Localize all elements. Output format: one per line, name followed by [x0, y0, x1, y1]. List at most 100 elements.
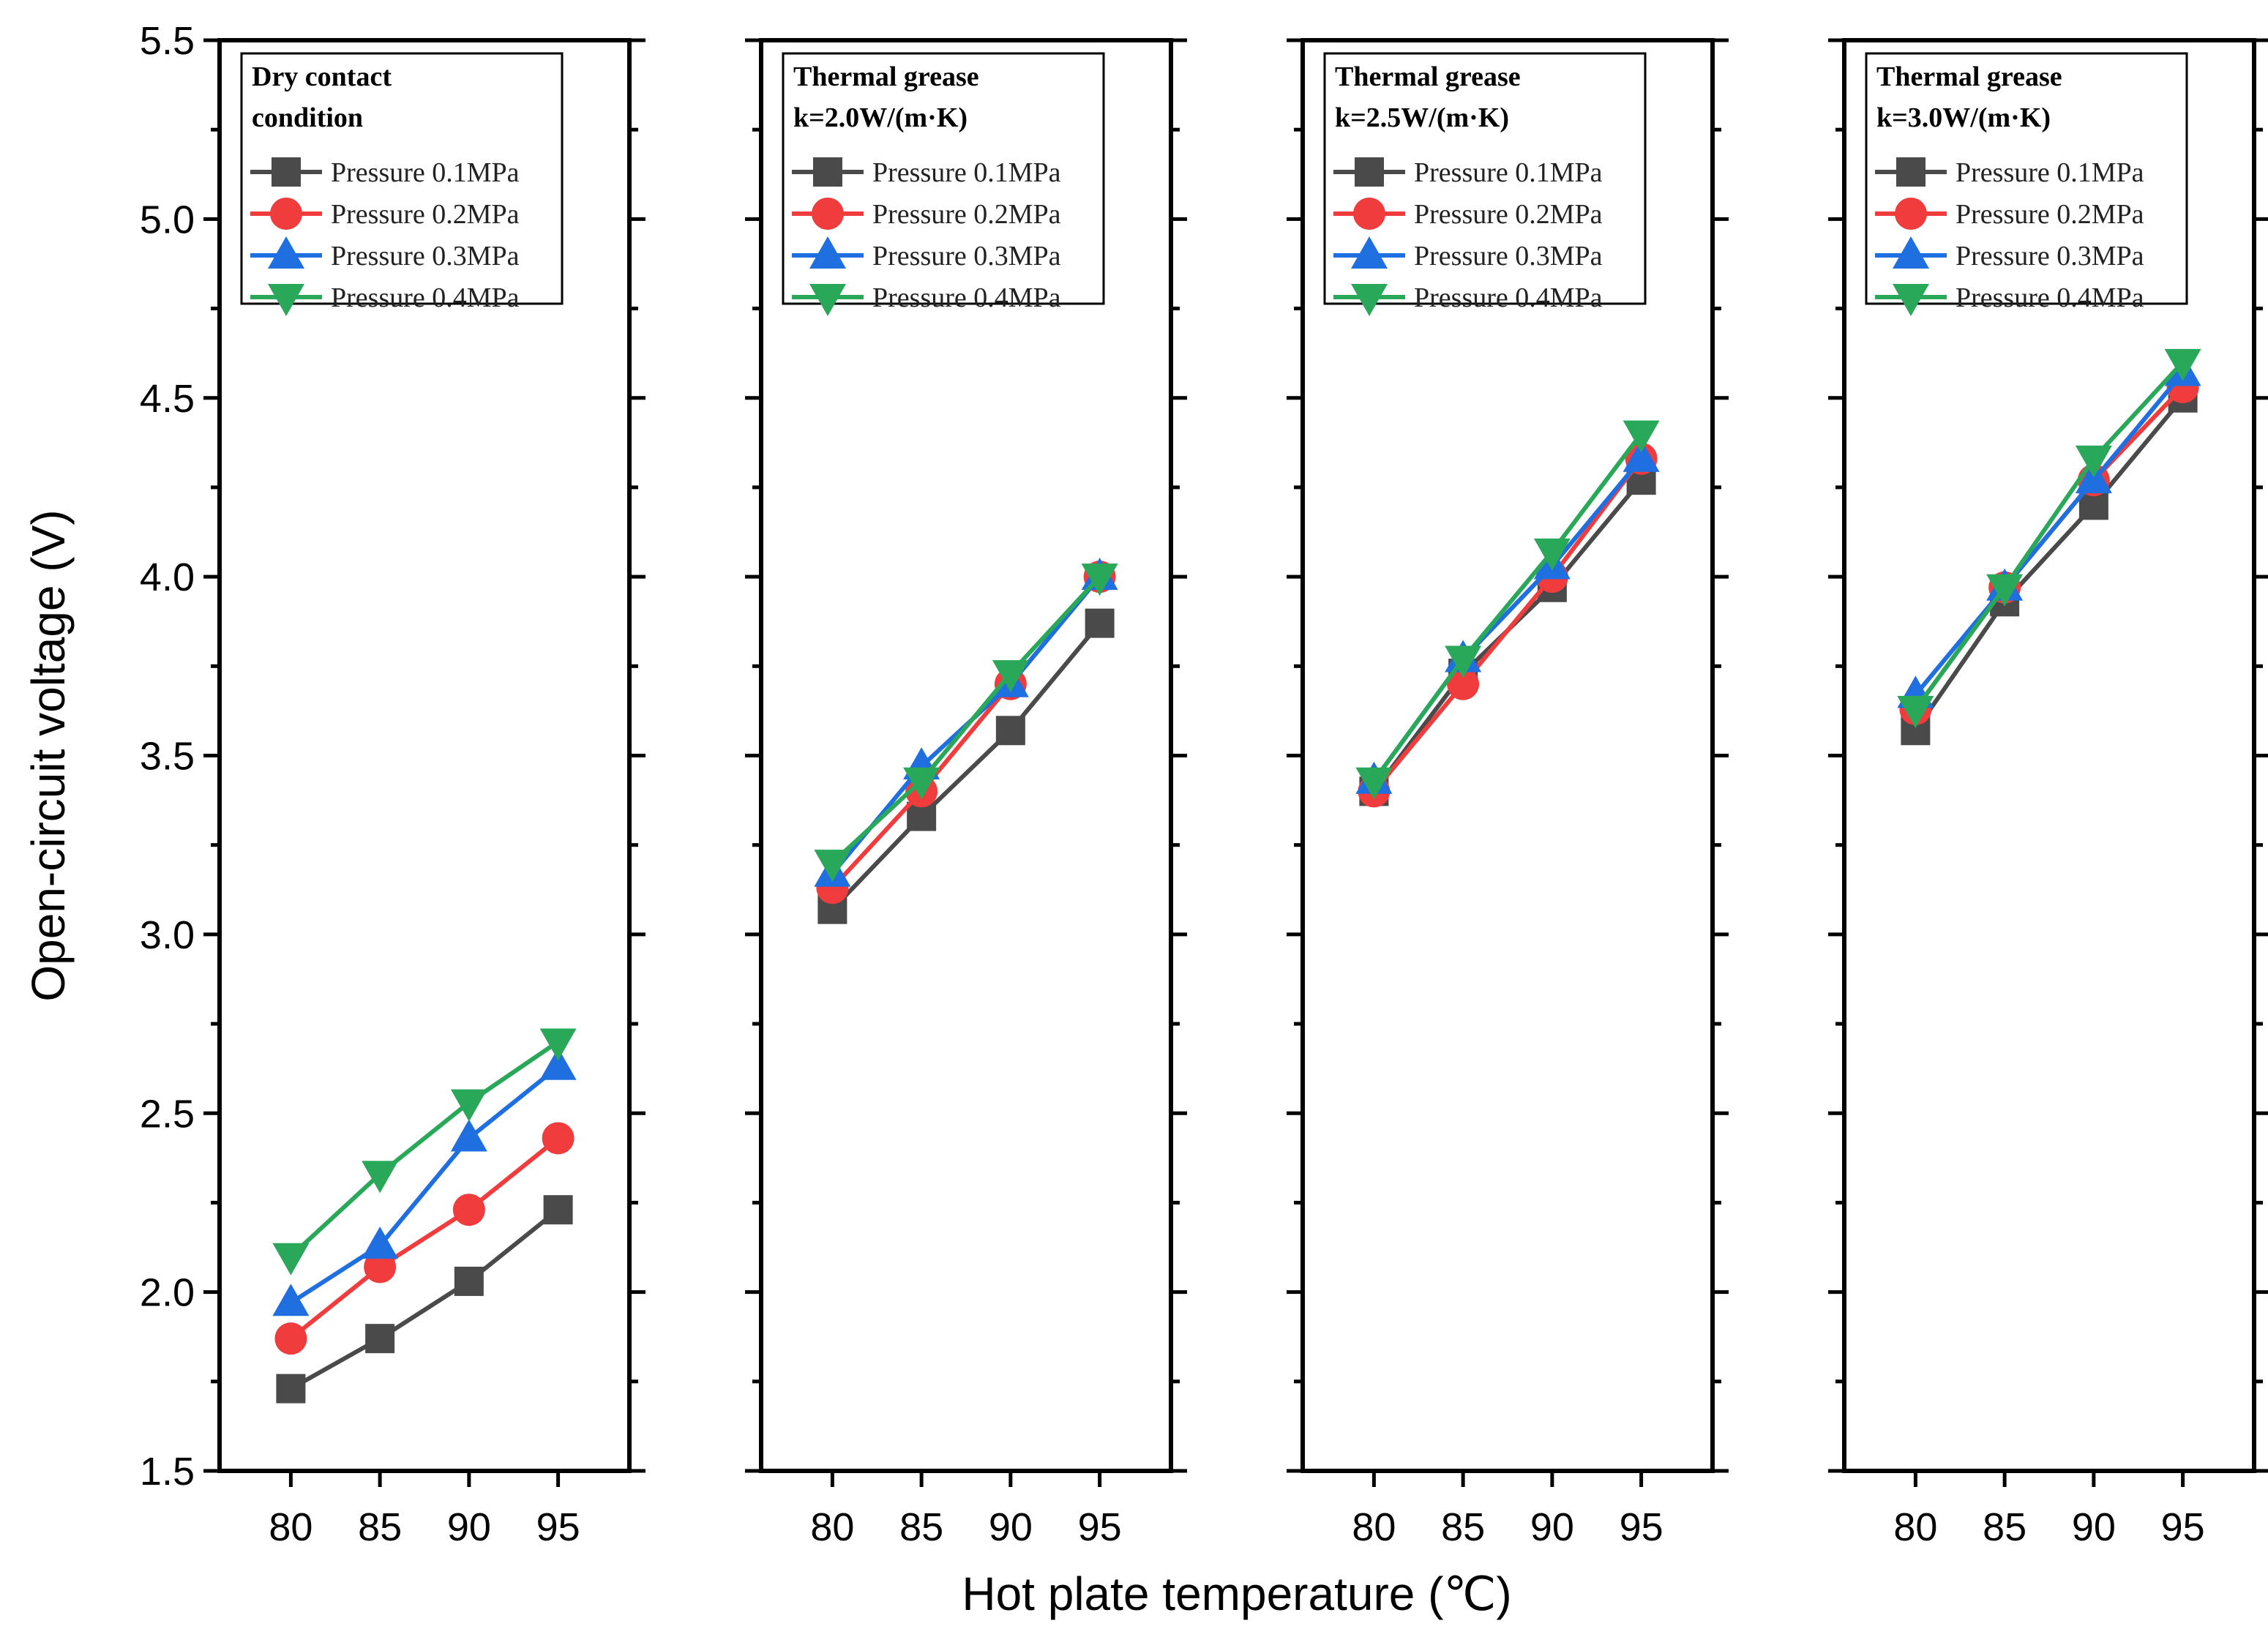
legend-marker [270, 198, 302, 230]
legend-label: Pressure 0.3MPa [872, 241, 1061, 271]
panel-4: 80 85 90 95 Thermal grease k=3.0W/(m·K) Pressu… [1828, 38, 2268, 1549]
data-point [1623, 439, 1660, 472]
series-line [831, 575, 1101, 865]
data-point [276, 1374, 306, 1404]
x-tick-label: 90 [989, 1505, 1033, 1549]
x-tick-label: 80 [1893, 1505, 1937, 1549]
series-line [289, 1207, 560, 1391]
legend: Thermal grease k=2.0W/(m·K) Pressure 0.1MP… [782, 52, 1105, 316]
legend-label: Pressure 0.1MPa [872, 157, 1061, 188]
series-square [276, 1195, 573, 1404]
data-point [1986, 574, 2024, 607]
series-triangle-up [1897, 353, 2201, 708]
x-tick-label: 85 [899, 1505, 943, 1549]
data-point [364, 1251, 397, 1284]
data-point [539, 1028, 577, 1061]
panel-3: 80 85 90 95 Thermal grease k=2.5W/(m·K) Pressu… [1287, 38, 1729, 1549]
x-tick-label: 85 [1441, 1505, 1485, 1549]
legend-label: Pressure 0.3MPa [1414, 241, 1603, 271]
y-axis-title: Open-circuit voltage (V) [22, 509, 75, 1001]
legend-label: Pressure 0.3MPa [1956, 241, 2144, 271]
legend-label: Pressure 0.2MPa [1956, 199, 2144, 230]
legend: Dry contact condition Pressure 0.1MPa Press… [240, 52, 564, 316]
legend-label: Pressure 0.2MPa [1414, 199, 1603, 230]
series-square [1901, 383, 2198, 746]
data-point [1623, 420, 1660, 453]
data-point [2164, 348, 2201, 381]
series-line [1371, 457, 1643, 782]
data-point [814, 850, 851, 883]
legend-label: Pressure 0.2MPa [872, 199, 1061, 230]
data-point [542, 1122, 575, 1155]
y-tick-label: 4.5 [140, 377, 195, 421]
legend-title-line: Thermal grease [793, 61, 979, 92]
data-point [272, 1284, 310, 1316]
data-point [272, 1243, 310, 1275]
data-point [543, 1195, 573, 1225]
series-triangle-down [814, 563, 1118, 883]
panel-1: 1.5 2.0 2.5 3.0 3.5 4.0 4.5 5.0 5.5 80 85 90 95 Dry c… [140, 19, 645, 1549]
legend-marker [809, 236, 846, 269]
x-tick-label: 95 [536, 1505, 580, 1549]
y-tick-label: 3.5 [140, 735, 195, 779]
x-tick-label: 85 [358, 1505, 402, 1549]
legend-label: Pressure 0.2MPa [331, 199, 520, 230]
legend-marker [1895, 198, 1927, 230]
data-point [454, 1266, 484, 1296]
legend-label: Pressure 0.3MPa [331, 241, 520, 271]
legend-label: Pressure 0.1MPa [1414, 157, 1603, 188]
x-tick-label: 90 [2072, 1505, 2116, 1549]
series-line [1371, 432, 1644, 782]
legend-title-line: Dry contact [252, 61, 392, 92]
legend-marker [268, 284, 304, 316]
data-point [1355, 767, 1393, 800]
series-line [1913, 386, 2185, 711]
panel-2: 80 85 90 95 Thermal grease k=2.0W/(m·K) Pressu… [745, 38, 1187, 1549]
legend-marker [272, 157, 301, 187]
data-point [1081, 563, 1118, 596]
legend-title-line: Thermal grease [1876, 61, 2062, 92]
x-tick-label: 95 [1078, 1505, 1122, 1549]
data-point [2075, 445, 2112, 478]
y-tick-label: 2.0 [140, 1271, 195, 1315]
y-tick-label: 4.0 [140, 555, 195, 599]
data-point [539, 1047, 577, 1080]
legend-marker [1893, 236, 1929, 269]
data-point [274, 1322, 307, 1355]
legend-marker [812, 198, 844, 230]
series-line [1913, 360, 2185, 711]
legend-title-line: k=2.0W/(m·K) [793, 102, 968, 133]
series-line [1914, 371, 2185, 697]
legend-marker [1893, 284, 1929, 316]
data-point [450, 1119, 487, 1152]
y-tick-label: 5.0 [140, 198, 195, 241]
series-circle [274, 1122, 575, 1355]
series-square [817, 608, 1115, 924]
legend-marker [1351, 284, 1388, 316]
data-point [1533, 538, 1571, 571]
data-point [1085, 608, 1115, 638]
legend-label: Pressure 0.4MPa [872, 282, 1061, 313]
legend-marker [809, 284, 846, 316]
series-triangle-down [272, 1028, 577, 1275]
legend-label: Pressure 0.4MPa [1956, 282, 2144, 313]
legend-label: Pressure 0.1MPa [1956, 157, 2144, 188]
legend: Thermal grease k=3.0W/(m·K) Pressure 0.1MP… [1865, 52, 2188, 316]
x-tick-label: 80 [810, 1505, 854, 1549]
series-triangle-up [272, 1047, 577, 1316]
legend-label: Pressure 0.4MPa [331, 282, 520, 313]
x-tick-label: 85 [1983, 1505, 2026, 1549]
legend-marker [1351, 236, 1388, 269]
data-point [1447, 667, 1480, 700]
data-point [362, 1161, 399, 1194]
legend-marker [1353, 198, 1385, 230]
series-triangle-down [1897, 348, 2201, 728]
series-line [1372, 457, 1644, 793]
data-point [1445, 645, 1482, 678]
x-tick-label: 95 [2161, 1505, 2205, 1549]
legend-title-line: Thermal grease [1335, 61, 1521, 92]
data-point [452, 1194, 485, 1226]
legend-label: Pressure 0.1MPa [331, 157, 520, 188]
y-tick-label: 2.5 [140, 1092, 195, 1136]
